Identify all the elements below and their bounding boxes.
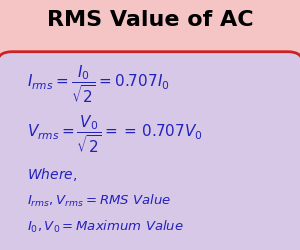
Text: $V_{rms} = \dfrac{V_0}{\sqrt{2}} {=}{=}\, 0.707V_0$: $V_{rms} = \dfrac{V_0}{\sqrt{2}} {=}{=}\… — [27, 113, 203, 154]
Text: $I_{rms} = \dfrac{I_0}{\sqrt{2}} = 0.707I_0$: $I_{rms} = \dfrac{I_0}{\sqrt{2}} = 0.707… — [27, 63, 170, 104]
Text: RMS Value of AC: RMS Value of AC — [47, 10, 253, 30]
FancyBboxPatch shape — [0, 52, 300, 250]
Text: $I_{rms}, V_{rms} = RMS\ Value$: $I_{rms}, V_{rms} = RMS\ Value$ — [27, 192, 171, 208]
Text: $I_0, V_0 = Maximum\ Value$: $I_0, V_0 = Maximum\ Value$ — [27, 218, 184, 234]
Text: $Where,$: $Where,$ — [27, 165, 77, 182]
